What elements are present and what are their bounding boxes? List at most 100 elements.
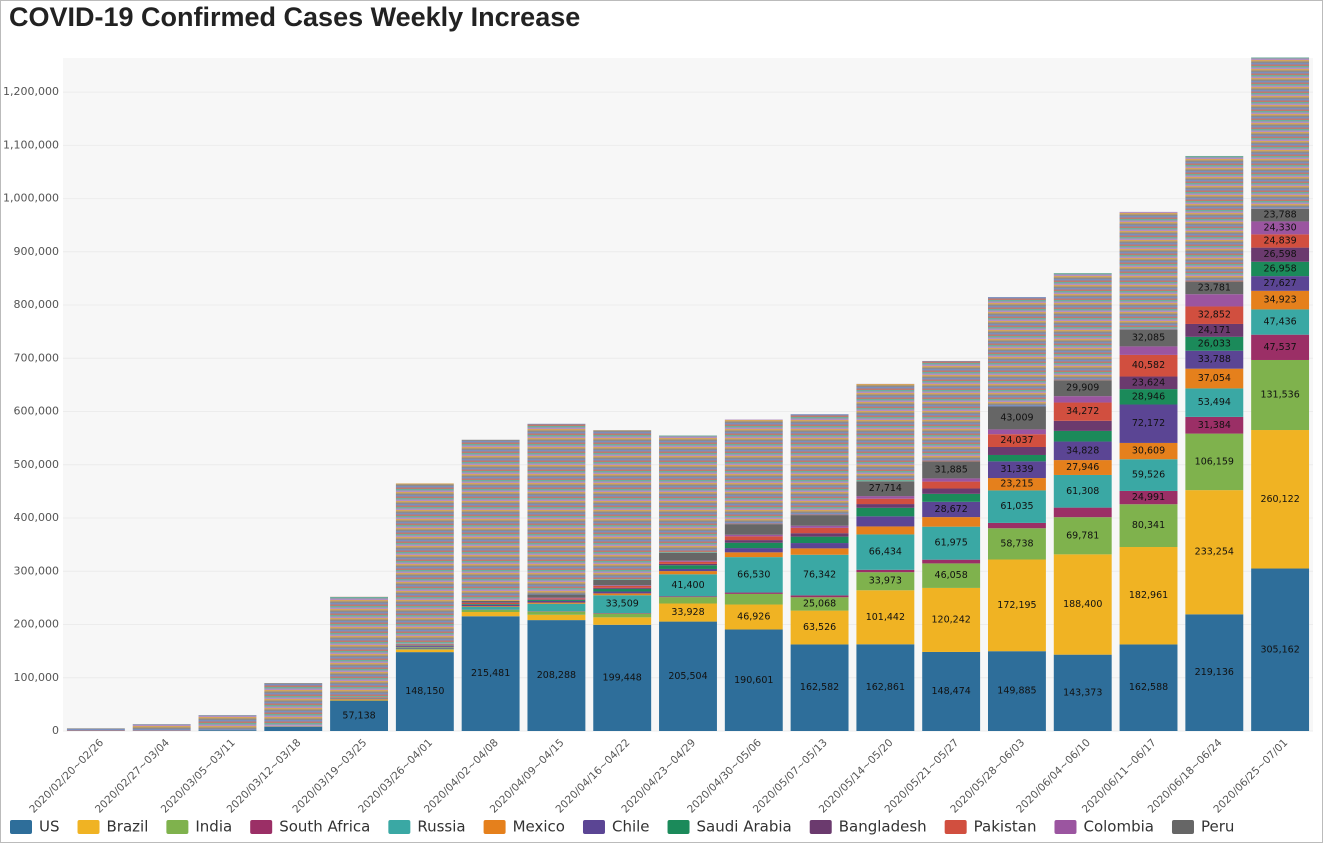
bar-segment xyxy=(461,607,520,610)
legend-label: Peru xyxy=(1201,818,1234,836)
bar-segment xyxy=(461,609,520,613)
bar-segment xyxy=(856,572,915,591)
bar-segment xyxy=(395,644,454,646)
bar-segment xyxy=(659,560,717,562)
bar-segment xyxy=(724,548,783,553)
bar-segment xyxy=(856,507,915,517)
bar-segment xyxy=(1185,306,1244,324)
segment-label: 43,009 xyxy=(1000,412,1033,423)
legend-label: Bangladesh xyxy=(839,818,927,836)
segment-label: 27,946 xyxy=(1066,462,1099,473)
bar-segment xyxy=(659,603,717,622)
bar-segment xyxy=(1053,420,1112,431)
segment-label: 260,122 xyxy=(1260,494,1299,505)
bar-segment xyxy=(527,594,586,598)
y-tick-label: 100,000 xyxy=(14,671,60,684)
bar-segment xyxy=(1053,507,1112,518)
bar-segment xyxy=(527,614,586,621)
bar-segment xyxy=(330,596,388,697)
bar-segment xyxy=(1119,404,1178,443)
bar-segment xyxy=(856,516,915,527)
bar-segment xyxy=(1251,334,1310,360)
segment-label: 23,624 xyxy=(1132,377,1165,388)
bar-segment xyxy=(922,587,981,652)
bar-segment xyxy=(1251,234,1310,248)
bar-segment xyxy=(790,533,849,537)
bar-segment xyxy=(593,617,652,625)
bar-segment xyxy=(724,419,783,525)
bar-segment xyxy=(988,522,1046,529)
legend-label: South Africa xyxy=(279,818,370,836)
segment-label: 80,341 xyxy=(1132,520,1165,531)
bar-segment xyxy=(659,568,717,572)
segment-label: 76,342 xyxy=(803,570,836,581)
bar-segment xyxy=(1119,329,1178,347)
bar-segment xyxy=(922,517,981,527)
bar-segment xyxy=(395,648,454,650)
segment-label: 23,788 xyxy=(1263,210,1296,221)
segment-label: 188,400 xyxy=(1063,599,1102,610)
bar-segment xyxy=(1119,504,1178,548)
bar-segment xyxy=(1053,460,1112,475)
bar-segment xyxy=(593,613,652,614)
bar-segment xyxy=(790,525,849,528)
bar-segment xyxy=(395,649,454,653)
bar-segment xyxy=(856,569,915,573)
segment-label: 208,288 xyxy=(537,670,576,681)
legend-swatch xyxy=(483,820,506,834)
bar-segment xyxy=(1251,221,1310,235)
bar-segment xyxy=(593,430,652,580)
bar-segment xyxy=(988,528,1046,560)
bar-segment xyxy=(527,598,586,600)
legend-swatch xyxy=(944,820,967,834)
bar-segment xyxy=(1185,323,1244,337)
segment-label: 32,852 xyxy=(1198,310,1231,321)
bar-segment xyxy=(1185,350,1244,369)
segment-label: 33,973 xyxy=(869,576,902,587)
segment-label: 61,035 xyxy=(1000,501,1033,512)
bar-segment xyxy=(461,602,520,605)
legend-swatch xyxy=(250,820,273,834)
bar-segment xyxy=(1119,459,1178,491)
bar-segment xyxy=(593,585,652,586)
bar-segment xyxy=(198,730,257,731)
bar-segment xyxy=(527,600,586,603)
y-tick-label: 600,000 xyxy=(14,405,60,418)
bar-segment xyxy=(1119,644,1178,731)
bar-segment xyxy=(1185,433,1244,491)
bar-segment xyxy=(593,624,652,731)
segment-label: 72,172 xyxy=(1132,418,1165,429)
bar-segment xyxy=(395,649,454,650)
bar-segment xyxy=(132,724,191,731)
segment-label: 31,339 xyxy=(1000,464,1033,475)
bar-segment xyxy=(724,604,783,630)
bar-segment xyxy=(593,588,652,592)
bar-segment xyxy=(1251,208,1310,222)
y-tick-label: 1,200,000 xyxy=(3,85,59,98)
legend-label: Saudi Arabia xyxy=(697,818,792,836)
bar-segment xyxy=(1053,402,1112,421)
bar-segment xyxy=(461,600,520,603)
bar-segment xyxy=(593,587,652,589)
bar-segment xyxy=(1053,517,1112,555)
bar-segment xyxy=(198,715,257,731)
bar-segment xyxy=(1185,368,1244,389)
segment-label: 26,033 xyxy=(1198,338,1231,349)
bar-segment xyxy=(790,536,849,544)
bar-segment xyxy=(1053,654,1112,731)
bar-segment xyxy=(659,571,717,575)
bar-segment xyxy=(724,592,783,594)
bar-segment xyxy=(922,461,981,479)
segment-label: 182,961 xyxy=(1129,590,1168,601)
segment-label: 23,781 xyxy=(1198,282,1231,293)
bar-segment xyxy=(527,602,586,604)
bar-segment xyxy=(724,629,783,731)
bar-segment xyxy=(593,585,652,588)
segment-label: 34,272 xyxy=(1066,406,1099,417)
bar-segment xyxy=(922,493,981,502)
bar-segment xyxy=(922,501,981,518)
bar-segment xyxy=(1251,430,1310,569)
bar-segment xyxy=(1251,290,1310,310)
bar-segment xyxy=(1053,380,1112,397)
